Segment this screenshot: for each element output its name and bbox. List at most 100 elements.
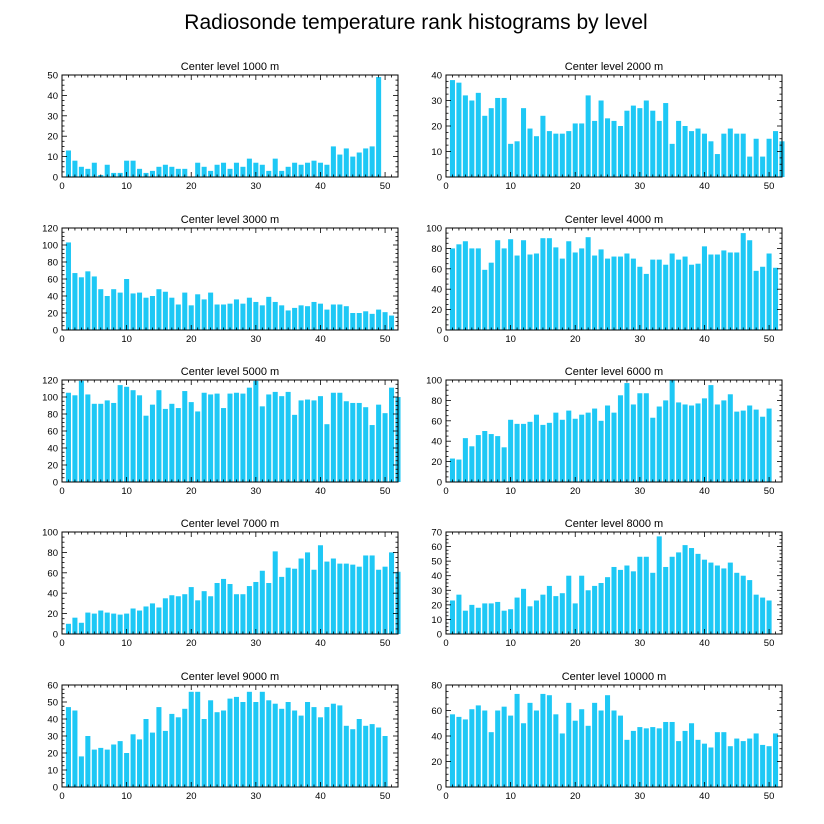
bar	[311, 301, 317, 330]
x-tick-label: 20	[570, 791, 581, 802]
bar	[311, 707, 317, 787]
bar	[143, 297, 149, 330]
bar	[124, 753, 130, 787]
bar	[669, 556, 675, 634]
bar	[259, 570, 265, 634]
bar	[137, 395, 143, 482]
bar	[559, 733, 565, 787]
bar	[598, 249, 604, 330]
y-tick-label: 20	[47, 132, 58, 143]
y-tick-label: 40	[47, 292, 58, 303]
bar	[376, 404, 382, 482]
bar	[656, 536, 662, 634]
bar	[350, 402, 356, 482]
bar	[91, 613, 97, 634]
y-tick-label: 20	[431, 122, 442, 133]
bar	[559, 133, 565, 177]
bar	[760, 156, 766, 177]
bar	[546, 131, 552, 177]
bar	[508, 239, 514, 330]
bar	[337, 304, 343, 330]
x-tick-label: 50	[380, 791, 391, 802]
bar	[579, 123, 585, 177]
bar	[317, 162, 323, 177]
bar	[708, 385, 714, 482]
bar	[566, 131, 572, 177]
bar	[637, 393, 643, 482]
x-tick-label: 20	[570, 486, 581, 497]
bar	[382, 736, 388, 787]
bar	[298, 164, 304, 177]
bar	[350, 564, 356, 634]
bar	[156, 390, 162, 482]
bar	[111, 613, 117, 634]
bar	[624, 383, 630, 482]
y-tick-label: 40	[47, 715, 58, 726]
bar	[572, 418, 578, 482]
bar	[201, 392, 207, 482]
bar	[169, 166, 175, 177]
bar	[292, 414, 298, 482]
bar	[676, 402, 682, 482]
bar	[734, 738, 740, 787]
y-tick-label: 40	[431, 571, 442, 582]
bar	[85, 736, 91, 787]
bar	[553, 596, 559, 634]
bar	[495, 436, 501, 482]
panel-title: Center level 7000 m	[181, 518, 279, 530]
bar	[617, 395, 623, 482]
bar	[630, 105, 636, 177]
y-tick-label: 0	[437, 173, 442, 184]
bar	[501, 248, 507, 330]
bar	[527, 254, 533, 330]
y-tick-label: 20	[431, 757, 442, 768]
bar	[317, 717, 323, 787]
bar	[695, 128, 701, 177]
bar	[376, 77, 382, 177]
bar	[363, 148, 369, 177]
bar	[130, 390, 136, 482]
x-tick-label: 50	[764, 486, 775, 497]
bar	[382, 312, 388, 330]
bar	[85, 168, 91, 177]
bar	[130, 608, 136, 634]
bar	[553, 714, 559, 787]
bar	[734, 411, 740, 482]
x-tick-label: 30	[251, 791, 262, 802]
bar	[630, 730, 636, 787]
bar	[246, 158, 252, 177]
panel-3: Center level 3000 m 0 10 20 30 40 50 0 20 40 60 80 1…	[42, 214, 399, 345]
bar	[233, 594, 239, 634]
bar	[246, 691, 252, 787]
bar	[766, 138, 772, 177]
x-tick-label: 30	[251, 181, 262, 192]
bar	[369, 724, 375, 787]
bar	[605, 405, 611, 482]
bar	[195, 294, 201, 330]
bar	[72, 273, 78, 330]
bar	[343, 148, 349, 177]
bar	[740, 575, 746, 634]
bar	[695, 403, 701, 482]
y-tick-label: 80	[431, 681, 442, 692]
bar	[130, 734, 136, 787]
bar	[508, 143, 514, 177]
bar	[201, 299, 207, 330]
bar	[773, 267, 779, 330]
bar	[188, 691, 194, 787]
bar	[540, 238, 546, 330]
bar	[285, 310, 291, 330]
bar	[175, 408, 181, 482]
y-tick-label: 60	[431, 542, 442, 553]
x-tick-label: 0	[59, 791, 64, 802]
bar	[449, 600, 455, 634]
bar	[592, 120, 598, 177]
bar	[682, 126, 688, 177]
y-tick-label: 30	[47, 111, 58, 122]
bar	[566, 241, 572, 330]
bar	[298, 305, 304, 330]
bar	[221, 408, 227, 482]
bar	[376, 727, 382, 787]
x-tick-label: 30	[635, 638, 646, 649]
bar	[695, 553, 701, 634]
